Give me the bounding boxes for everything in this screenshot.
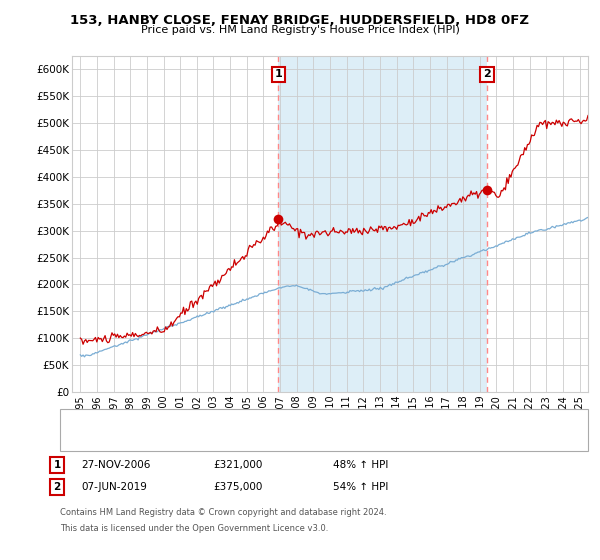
Text: HPI: Average price, detached house, Kirklees: HPI: Average price, detached house, Kirk… bbox=[109, 434, 329, 444]
Text: 27-NOV-2006: 27-NOV-2006 bbox=[81, 460, 151, 470]
Text: 153, HANBY CLOSE, FENAY BRIDGE, HUDDERSFIELD, HD8 0FZ (detached house): 153, HANBY CLOSE, FENAY BRIDGE, HUDDERSF… bbox=[109, 416, 501, 426]
Text: 48% ↑ HPI: 48% ↑ HPI bbox=[333, 460, 388, 470]
Text: £321,000: £321,000 bbox=[213, 460, 262, 470]
Text: 153, HANBY CLOSE, FENAY BRIDGE, HUDDERSFIELD, HD8 0FZ: 153, HANBY CLOSE, FENAY BRIDGE, HUDDERSF… bbox=[71, 14, 530, 27]
Bar bbox=[278, 56, 487, 392]
Text: Contains HM Land Registry data © Crown copyright and database right 2024.: Contains HM Land Registry data © Crown c… bbox=[60, 508, 386, 517]
Text: 07-JUN-2019: 07-JUN-2019 bbox=[81, 482, 147, 492]
Text: 54% ↑ HPI: 54% ↑ HPI bbox=[333, 482, 388, 492]
Text: 1: 1 bbox=[275, 69, 282, 80]
Text: £375,000: £375,000 bbox=[213, 482, 262, 492]
Text: 2: 2 bbox=[53, 482, 61, 492]
Text: Price paid vs. HM Land Registry's House Price Index (HPI): Price paid vs. HM Land Registry's House … bbox=[140, 25, 460, 35]
Text: 1: 1 bbox=[53, 460, 61, 470]
Text: 2: 2 bbox=[483, 69, 491, 80]
Text: This data is licensed under the Open Government Licence v3.0.: This data is licensed under the Open Gov… bbox=[60, 524, 328, 533]
